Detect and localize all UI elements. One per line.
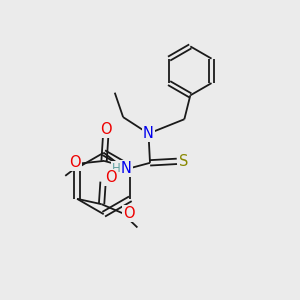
Text: O: O	[123, 206, 135, 221]
Text: O: O	[69, 155, 81, 170]
Text: N: N	[143, 126, 154, 141]
Text: N: N	[121, 161, 131, 176]
Text: S: S	[179, 154, 188, 169]
Text: O: O	[105, 170, 116, 185]
Text: O: O	[100, 122, 111, 137]
Text: H: H	[112, 162, 121, 175]
